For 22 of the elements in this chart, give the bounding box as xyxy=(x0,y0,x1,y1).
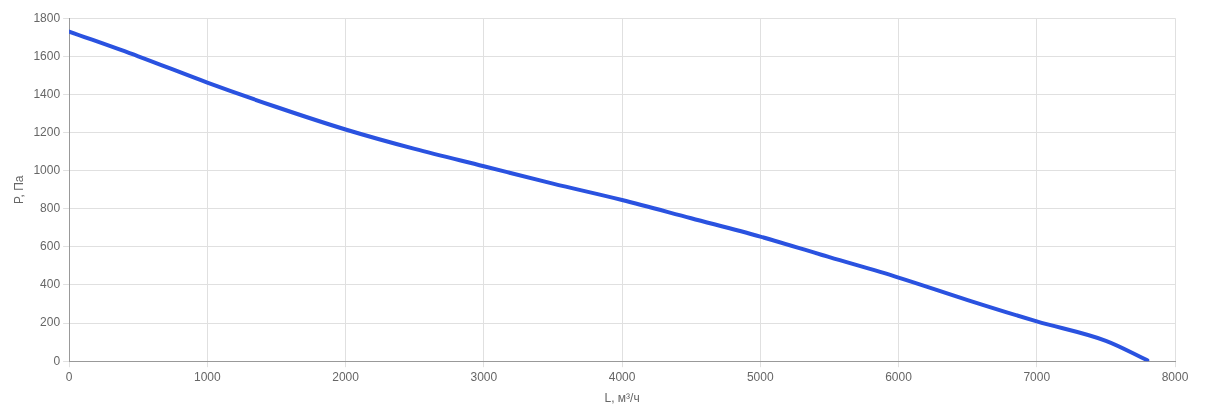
y-tick-label: 1000 xyxy=(33,162,61,177)
y-tick-label: 1600 xyxy=(33,48,61,63)
y-tick-label: 200 xyxy=(40,315,61,330)
x-tick-label: 1000 xyxy=(193,369,221,384)
y-tick-label: 1800 xyxy=(33,10,61,25)
line-series xyxy=(69,29,1150,362)
y-tick-label: 600 xyxy=(40,239,61,254)
x-axis-title: L, м³/ч xyxy=(604,391,640,406)
x-tick-label: 8000 xyxy=(1161,369,1189,384)
y-tick-label: 800 xyxy=(40,201,61,216)
x-tick-label: 5000 xyxy=(746,369,774,384)
x-tick-label: 0 xyxy=(65,369,73,384)
y-tick-label: 400 xyxy=(40,277,61,292)
y-tick-label: 1400 xyxy=(33,86,61,101)
x-tick-label: 2000 xyxy=(332,369,360,384)
y-axis-title: P, Па xyxy=(11,175,26,204)
x-tick-label: 6000 xyxy=(885,369,913,384)
x-tick-label: 7000 xyxy=(1023,369,1051,384)
y-tick-label: 1200 xyxy=(33,124,61,139)
y-tick-label: 0 xyxy=(53,353,61,368)
x-tick-label: 4000 xyxy=(608,369,636,384)
x-tick-label: 3000 xyxy=(470,369,498,384)
